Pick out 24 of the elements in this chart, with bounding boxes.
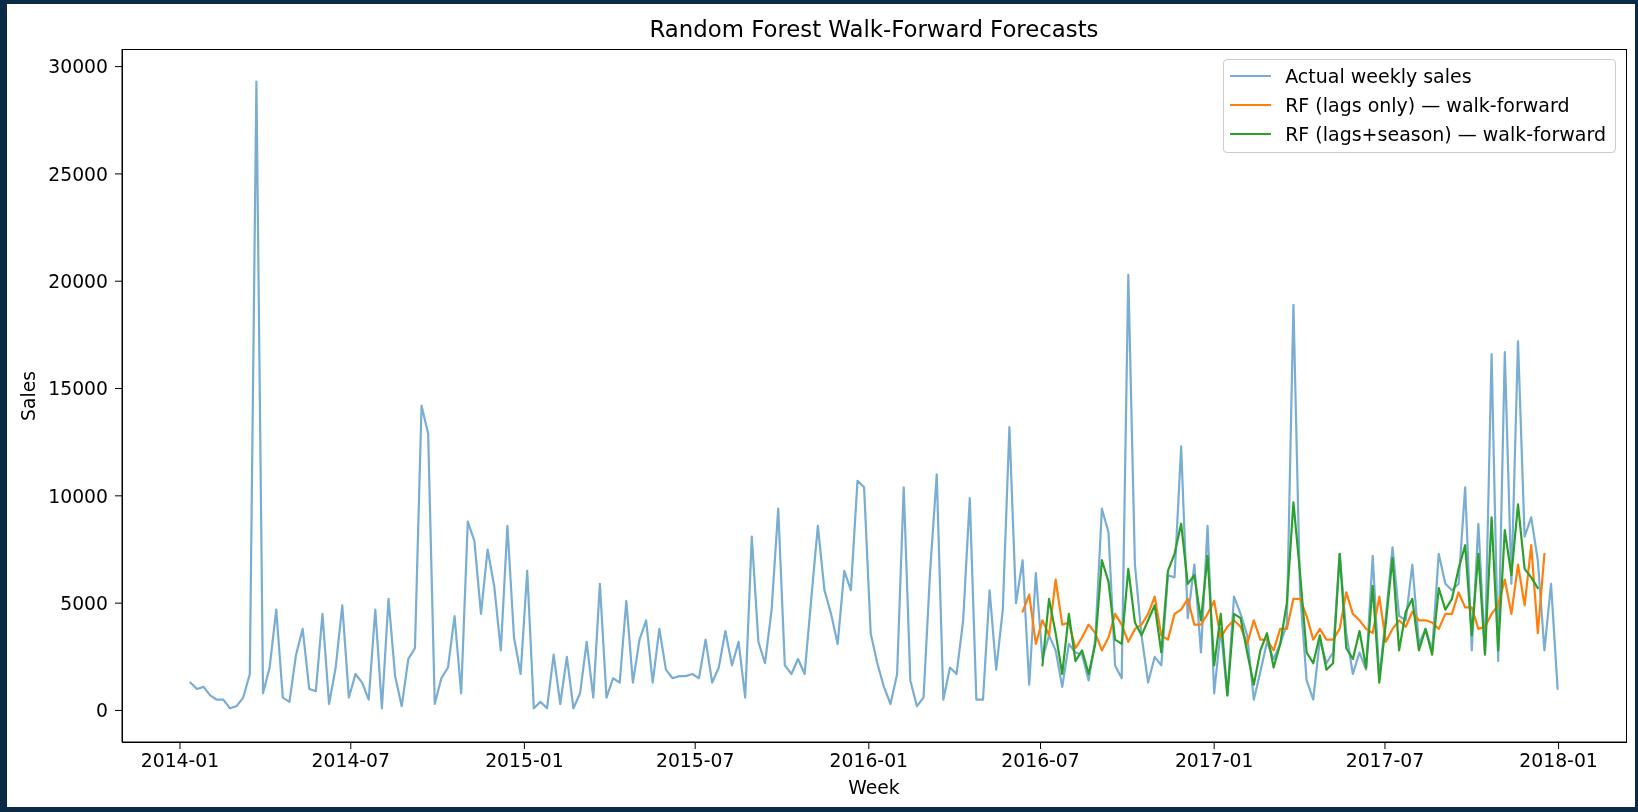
x-tick-label: 2016-01	[829, 750, 909, 772]
y-tick-label: 25000	[48, 163, 108, 185]
y-tick-label: 10000	[48, 485, 108, 507]
line-series	[1041, 501, 1539, 697]
x-tick-label: 2015-07	[655, 750, 735, 772]
y-tick-label: 20000	[48, 270, 108, 292]
y-axis-title: Sales	[18, 370, 39, 421]
chart-title: Random Forest Walk-Forward Forecasts	[649, 16, 1099, 42]
y-tick-label: 15000	[48, 378, 108, 400]
x-tick-label: 2017-07	[1345, 750, 1425, 772]
legend-label: RF (lags+season) — walk-forward	[1285, 122, 1606, 145]
x-tick-label: 2014-01	[140, 750, 220, 772]
legend-label: Actual weekly sales	[1285, 65, 1472, 88]
x-axis-title: Week	[848, 777, 900, 798]
x-tick-label: 2014-07	[311, 750, 391, 772]
y-tick-label: 30000	[48, 56, 108, 78]
x-tick-label: 2015-01	[485, 750, 564, 772]
line-series	[1021, 544, 1546, 652]
x-tick-label: 2016-07	[1001, 750, 1080, 772]
x-tick-label: 2017-01	[1174, 750, 1254, 772]
y-tick-label: 0	[96, 700, 108, 722]
y-tick-label: 5000	[60, 592, 108, 614]
legend-label: RF (lags only) — walk-forward	[1285, 94, 1570, 117]
x-tick-label: 2018-01	[1519, 750, 1598, 772]
